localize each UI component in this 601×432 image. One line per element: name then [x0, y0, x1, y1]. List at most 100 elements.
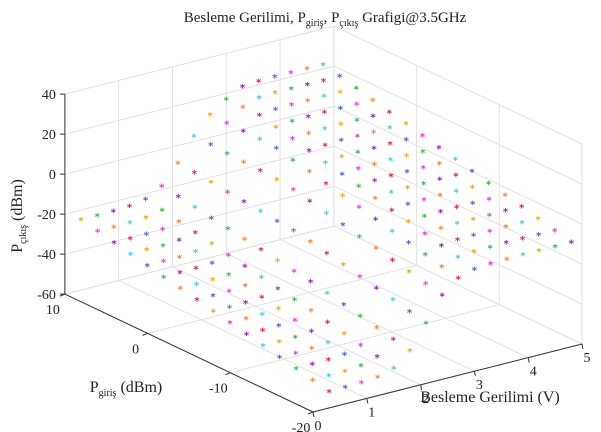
data-point: * [194, 281, 200, 292]
data-point: * [354, 116, 360, 127]
data-point: * [406, 239, 412, 250]
data-point: * [519, 219, 525, 230]
data-point: * [288, 69, 294, 80]
data-point: * [374, 284, 380, 295]
data-point: * [488, 260, 494, 271]
data-point: * [192, 204, 198, 215]
data-point: * [390, 296, 396, 307]
data-point: * [176, 237, 182, 248]
data-point: * [211, 308, 217, 319]
data-point: * [389, 227, 395, 238]
data-point: * [306, 129, 312, 140]
data-point: * [324, 249, 330, 260]
y-axis-line [64, 293, 314, 413]
data-point: * [342, 350, 348, 361]
data-point: * [536, 231, 542, 242]
z-tick-label: -20 [37, 208, 56, 223]
data-point: * [208, 141, 214, 152]
data-point: * [289, 101, 295, 112]
data-point: * [340, 221, 346, 232]
data-point: * [226, 251, 232, 262]
grid-line [230, 304, 500, 374]
data-point: * [390, 256, 396, 267]
data-point: * [342, 368, 348, 379]
grid-line [279, 239, 529, 359]
data-point: * [404, 136, 410, 147]
data-point: * [453, 156, 459, 167]
data-point: * [388, 156, 394, 167]
x-tick-mark [312, 411, 315, 418]
data-point: * [455, 254, 461, 265]
data-point: * [309, 328, 315, 339]
data-point: * [161, 273, 167, 284]
data-point: * [488, 243, 494, 254]
grid-line [172, 266, 421, 386]
data-point: * [404, 168, 410, 179]
data-point: * [289, 118, 295, 129]
data-point: * [209, 214, 215, 225]
data-point: * [322, 109, 328, 120]
data-point: * [127, 219, 133, 230]
data-point: * [241, 198, 247, 209]
data-point: * [226, 271, 232, 282]
grid-line [333, 65, 583, 185]
data-point: * [339, 171, 345, 182]
data-point: * [272, 73, 278, 84]
data-point: * [502, 191, 508, 202]
data-point: * [359, 379, 365, 390]
data-point: * [504, 239, 510, 250]
grid-line [64, 225, 335, 295]
data-point: * [420, 132, 426, 143]
data-point: * [470, 199, 476, 210]
grid-line [118, 280, 368, 399]
data-point: * [225, 188, 231, 199]
data-point: * [338, 121, 344, 132]
data-point: * [193, 229, 199, 240]
data-point: * [224, 150, 230, 161]
data-point: * [322, 125, 328, 136]
data-point: * [178, 285, 184, 296]
data-point: * [421, 196, 427, 207]
data-point: * [112, 239, 118, 250]
data-point: * [422, 230, 428, 241]
data-point: * [275, 257, 281, 268]
data-point: * [177, 269, 183, 280]
data-point: * [259, 274, 265, 285]
data-point: * [308, 307, 314, 318]
data-point: * [536, 215, 542, 226]
data-point: * [160, 242, 166, 253]
data-point: * [258, 208, 264, 219]
data-point: * [176, 218, 182, 229]
grid-line [147, 264, 417, 334]
data-point: * [358, 341, 364, 352]
axis-layer: 0 1 2 3 4 5 10 0 -10 -20 40 20 0 -20 -40 -60 [37, 88, 590, 432]
data-point: * [536, 247, 542, 258]
data-point: * [275, 285, 281, 296]
data-point: * [260, 326, 266, 337]
data-point: * [341, 261, 347, 272]
data-point: * [227, 303, 233, 314]
data-point: * [321, 77, 327, 88]
grid-line [64, 185, 335, 255]
data-point: * [471, 248, 477, 259]
data-point: * [159, 182, 165, 193]
data-point: * [341, 330, 347, 341]
data-point: * [290, 135, 296, 146]
data-point: * [487, 211, 493, 222]
x-tick-mark [366, 398, 369, 404]
data-point: * [304, 65, 310, 76]
data-point: * [277, 353, 283, 364]
data-point: * [356, 165, 362, 176]
x-tick-label: 0 [315, 419, 322, 432]
x-tick-label: 1 [368, 405, 375, 420]
data-point: * [438, 192, 444, 203]
data-point: * [276, 322, 282, 333]
data-point: * [291, 267, 297, 278]
data-point: * [354, 100, 360, 111]
data-point: * [306, 147, 312, 158]
data-point: * [292, 316, 298, 327]
data-point: * [341, 301, 347, 312]
data-point: * [388, 172, 394, 183]
data-point: * [327, 388, 333, 399]
grid-line [333, 225, 583, 345]
